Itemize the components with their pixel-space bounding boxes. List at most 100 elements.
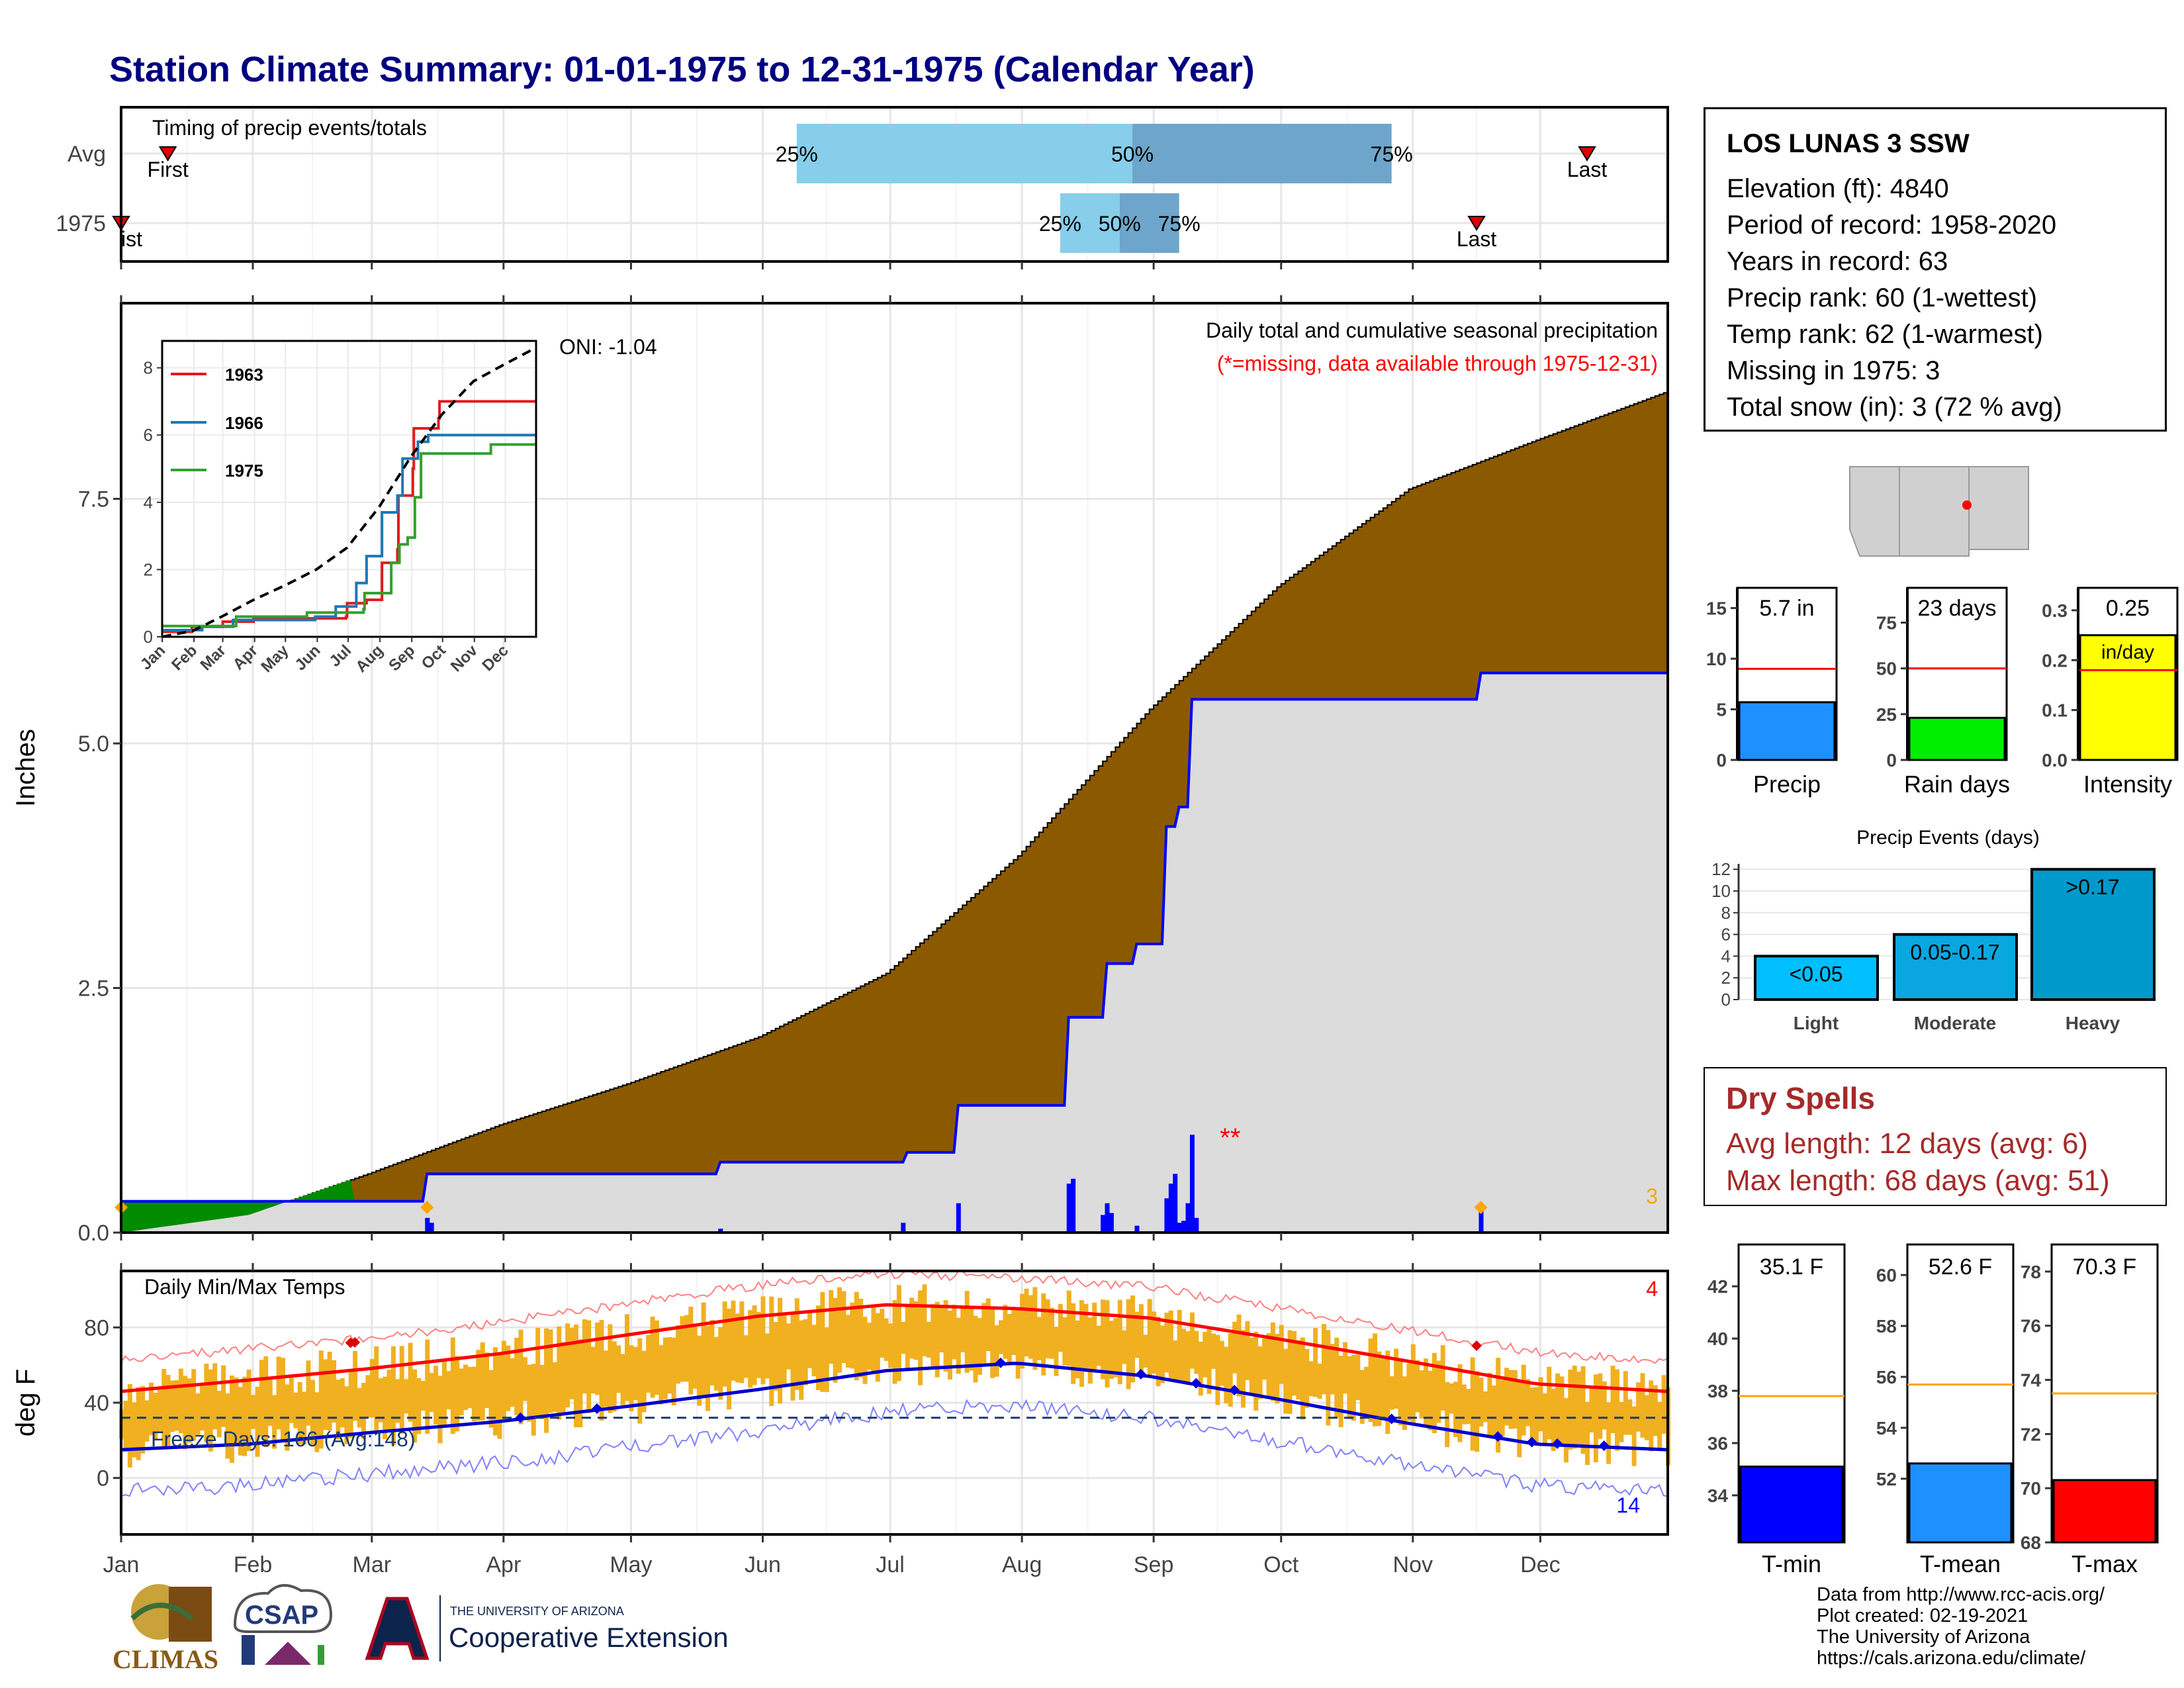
daily-precip-bar bbox=[718, 1229, 723, 1233]
daily-temp-bar bbox=[650, 1316, 655, 1398]
daily-temp-bar bbox=[1661, 1375, 1666, 1434]
intensity-gauge-y-tick-label: 0.3 bbox=[2042, 600, 2068, 621]
record-low-marker bbox=[1552, 1438, 1563, 1449]
daily-temp-bar bbox=[985, 1298, 991, 1352]
daily-temp-bar bbox=[259, 1360, 264, 1437]
tmean-gauge-bar bbox=[1908, 1462, 2013, 1544]
tmin-gauge-value-label: 35.1 F bbox=[1760, 1254, 1823, 1280]
daily-temp-bar bbox=[390, 1346, 396, 1446]
daily-temp-bar bbox=[374, 1346, 379, 1434]
daily-temp-bar bbox=[1211, 1333, 1216, 1369]
daily-temp-bar bbox=[1203, 1331, 1208, 1378]
record-high-line bbox=[120, 1269, 1668, 1364]
station-missing: Missing in 1975: 3 bbox=[1727, 356, 1940, 385]
daily-temp-bar bbox=[1491, 1385, 1496, 1436]
daily-temp-bar bbox=[1041, 1293, 1046, 1376]
events-y-tick-label: 0 bbox=[1721, 990, 1731, 1009]
precip-gauge-y-tick-label: 0 bbox=[1716, 750, 1727, 771]
daily-temp-bar bbox=[195, 1393, 201, 1436]
daily-temp-bar bbox=[1283, 1348, 1289, 1414]
daily-temp-bar bbox=[807, 1311, 813, 1368]
daily-temp-bar bbox=[756, 1312, 762, 1378]
temp-count-below: 14 bbox=[1616, 1493, 1640, 1517]
daily-temp-bar bbox=[569, 1328, 574, 1399]
map-station-dot bbox=[1962, 500, 1972, 510]
daily-temp-bar bbox=[539, 1364, 545, 1419]
daily-temp-bar bbox=[1355, 1354, 1361, 1401]
daily-temp-bar bbox=[871, 1306, 876, 1372]
daily-temp-bar bbox=[255, 1386, 260, 1457]
daily-temp-bar bbox=[123, 1401, 128, 1452]
rain-days-gauge-bar bbox=[1908, 716, 2006, 761]
daily-temp-bar bbox=[1134, 1311, 1140, 1358]
daily-temp-bar bbox=[1105, 1300, 1110, 1387]
daily-temp-bar bbox=[1436, 1360, 1441, 1423]
daily-temp-bar bbox=[1372, 1333, 1377, 1427]
tmax-gauge-y-tick-label: 70 bbox=[2021, 1478, 2041, 1499]
daily-temp-bar bbox=[314, 1392, 320, 1452]
daily-temp-bar bbox=[1533, 1387, 1539, 1446]
events-y-tick-label: 10 bbox=[1711, 881, 1731, 901]
daily-temp-bar bbox=[671, 1337, 676, 1405]
daily-precip-bar bbox=[1105, 1203, 1110, 1233]
daily-temp-bar bbox=[1415, 1360, 1420, 1413]
daily-precip-bar bbox=[1177, 1223, 1182, 1233]
daily-precip-bar bbox=[1168, 1184, 1173, 1233]
temp-y-tick-label: 80 bbox=[84, 1315, 109, 1340]
daily-temp-bar bbox=[480, 1342, 485, 1421]
daily-temp-bar bbox=[1300, 1337, 1305, 1420]
daily-temp-bar bbox=[709, 1319, 715, 1385]
daily-temp-bar bbox=[323, 1359, 328, 1430]
daily-temp-bar bbox=[1649, 1380, 1654, 1452]
daily-temp-bar bbox=[1330, 1344, 1335, 1395]
daily-temp-bar bbox=[1598, 1373, 1603, 1439]
month-label: Dec bbox=[1520, 1552, 1560, 1577]
timing-1975-last-marker bbox=[1467, 216, 1486, 231]
daily-temp-bar bbox=[684, 1315, 689, 1382]
daily-temp-bar bbox=[1177, 1309, 1182, 1381]
intensity-gauge-title: Intensity bbox=[2083, 771, 2172, 798]
timing-avg-first-marker bbox=[158, 146, 177, 162]
daily-precip-bar bbox=[1066, 1184, 1071, 1233]
daily-temp-bar bbox=[1377, 1351, 1382, 1427]
station-temp-rank: Temp rank: 62 (1-warmest) bbox=[1727, 320, 2043, 349]
daily-temp-bar bbox=[1185, 1331, 1191, 1385]
precip-subtitle: (*=missing, data available through 1975-… bbox=[1217, 352, 1658, 375]
daily-temp-bar bbox=[947, 1311, 952, 1380]
record-low-marker bbox=[1492, 1431, 1504, 1442]
daily-temp-bar bbox=[884, 1318, 889, 1361]
daily-temp-bar bbox=[544, 1328, 549, 1433]
daily-temp-bar bbox=[990, 1307, 995, 1378]
daily-temp-bar bbox=[1368, 1338, 1373, 1423]
credits: Data from http://www.rcc-acis.org/ Plot … bbox=[1817, 1584, 2105, 1669]
daily-temp-bar bbox=[242, 1376, 248, 1456]
daily-temp-bar bbox=[1189, 1312, 1195, 1369]
timing-1975-last-label: Last bbox=[1457, 227, 1497, 251]
daily-temp-bar bbox=[1321, 1324, 1326, 1395]
daily-precip-bar bbox=[429, 1223, 434, 1233]
daily-temp-bar bbox=[1381, 1358, 1386, 1419]
record-low-marker bbox=[1229, 1384, 1240, 1395]
daily-temp-bar bbox=[531, 1364, 536, 1436]
daily-temp-bar bbox=[1275, 1334, 1280, 1404]
daily-temp-bar bbox=[289, 1374, 294, 1423]
daily-temp-bar bbox=[1589, 1387, 1594, 1432]
daily-temp-bar bbox=[837, 1287, 842, 1373]
daily-temp-bar bbox=[399, 1346, 404, 1434]
inset-series-1975 bbox=[162, 443, 536, 628]
credit-line: The University of Arizona bbox=[1817, 1626, 2030, 1648]
daily-temp-bar bbox=[1512, 1370, 1518, 1429]
record-low-marker bbox=[1386, 1413, 1397, 1425]
daily-temp-bar bbox=[204, 1363, 209, 1442]
daily-precip-bar bbox=[1189, 1135, 1195, 1233]
events-title: Precip Events (days) bbox=[1856, 827, 2040, 849]
daily-temp-bar bbox=[1228, 1333, 1233, 1407]
daily-temp-bar bbox=[1563, 1398, 1569, 1463]
daily-temp-bar bbox=[616, 1345, 621, 1393]
daily-temp-bar bbox=[1249, 1337, 1254, 1395]
inset-y-tick-label: 2 bbox=[144, 559, 153, 579]
daily-temp-bar bbox=[977, 1317, 982, 1376]
daily-temp-bar bbox=[1445, 1382, 1450, 1448]
daily-temp-bar bbox=[1024, 1288, 1029, 1357]
tmax-gauge-y-tick-label: 68 bbox=[2021, 1532, 2041, 1553]
